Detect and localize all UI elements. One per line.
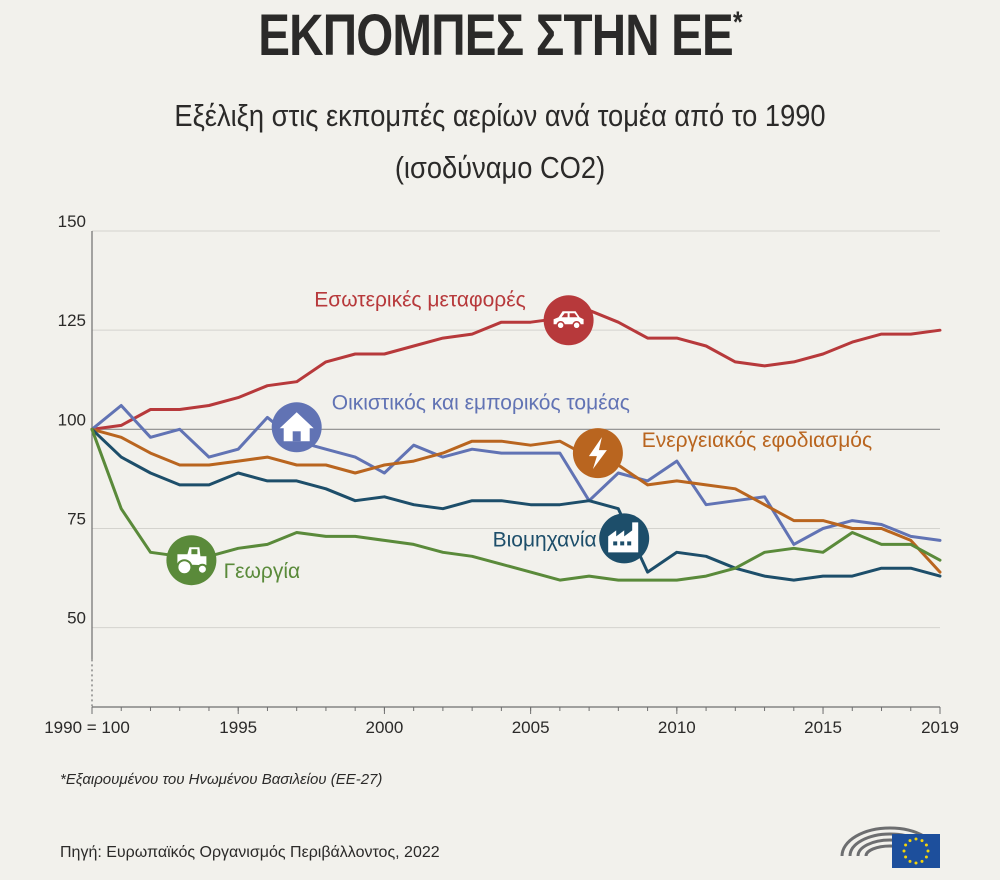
page-title: ΕΚΠΟΜΠΕΣ ΣΤΗΝ ΕΕ* [258,3,742,68]
house-icon [279,412,314,442]
footnote: *Εξαιρουμένου του Ηνωμένου Βασιλείου (ΕΕ… [60,771,383,788]
chart-grid [92,230,940,629]
x-tick-label-2019: 2019 [921,718,959,737]
series-label-3: Βιομηχανία [493,528,597,551]
series-line-1 [90,404,942,546]
x-tick-label-2000: 2000 [365,718,403,737]
x-tick-label-2010: 2010 [658,718,696,737]
chart-subtitle-line1: Εξέλιξη στις εκπομπές αερίων ανά τομέα α… [174,98,826,133]
factory-icon-badge [599,513,650,564]
x-tick-label-2005: 2005 [512,718,550,737]
chart-series-labels: Εσωτερικές μεταφορές Οικιστικός και εμπορ… [224,288,873,583]
factory-window [627,541,632,546]
car-icon [553,311,584,330]
series-line-3 [90,427,942,582]
y-tick-label-75: 75 [67,510,86,529]
chart-series [90,308,942,582]
tractor-small-wheel [196,563,208,575]
x-tick-label-2015: 2015 [804,718,842,737]
car-wheel [556,321,565,330]
lightning-bolt [588,437,607,470]
european-parliament-logo [840,826,940,868]
house-door [292,431,301,442]
house-icon-badge [271,402,322,453]
car-windows [561,313,578,318]
chart-subtitle-line2: (ισοδύναμο CO2) [394,150,606,185]
series-line-4 [90,427,942,582]
x-tick-label-1990: 1990 = 100 [44,718,130,737]
y-tick-label-100: 100 [58,410,86,429]
series-line-0 [90,308,942,431]
x-tick-label-1995: 1995 [219,718,257,737]
series-label-1: Οικιστικός και εμπορικός τομέας [332,392,630,415]
factory-window [613,541,618,546]
tractor-icon [176,547,208,576]
chart-axes: 50 75 100 125 150 1990 = 100 1995 2000 2005 2010 2… [44,212,959,737]
y-tick-label-50: 50 [67,609,86,628]
tractor-icon-badge [166,535,217,586]
series-label-2: Ενεργειακός εφοδιασμός [642,429,872,452]
tractor-window [191,549,198,555]
car-body [553,311,584,325]
emissions-line-chart: 50 75 100 125 150 1990 = 100 1995 2000 2005 2010 2… [44,212,959,737]
lightning-icon-badge [572,428,623,479]
series-line-2 [90,427,942,574]
y-tick-label-150: 150 [58,212,86,231]
house-shape [279,412,314,442]
series-label-4: Γεωργία [224,560,301,583]
factory-window [620,541,625,546]
source-note: Πηγή: Ευρωπαϊκός Οργανισμός Περιβάλλοντο… [60,844,440,861]
tractor-big-wheel [176,559,193,576]
car-wheel [572,321,581,330]
factory-icon [608,522,639,553]
series-label-0: Εσωτερικές μεταφορές [314,288,525,311]
car-icon-badge [543,295,594,346]
y-tick-label-125: 125 [58,311,86,330]
lightning-icon [588,437,607,470]
chart-icons [166,295,650,586]
